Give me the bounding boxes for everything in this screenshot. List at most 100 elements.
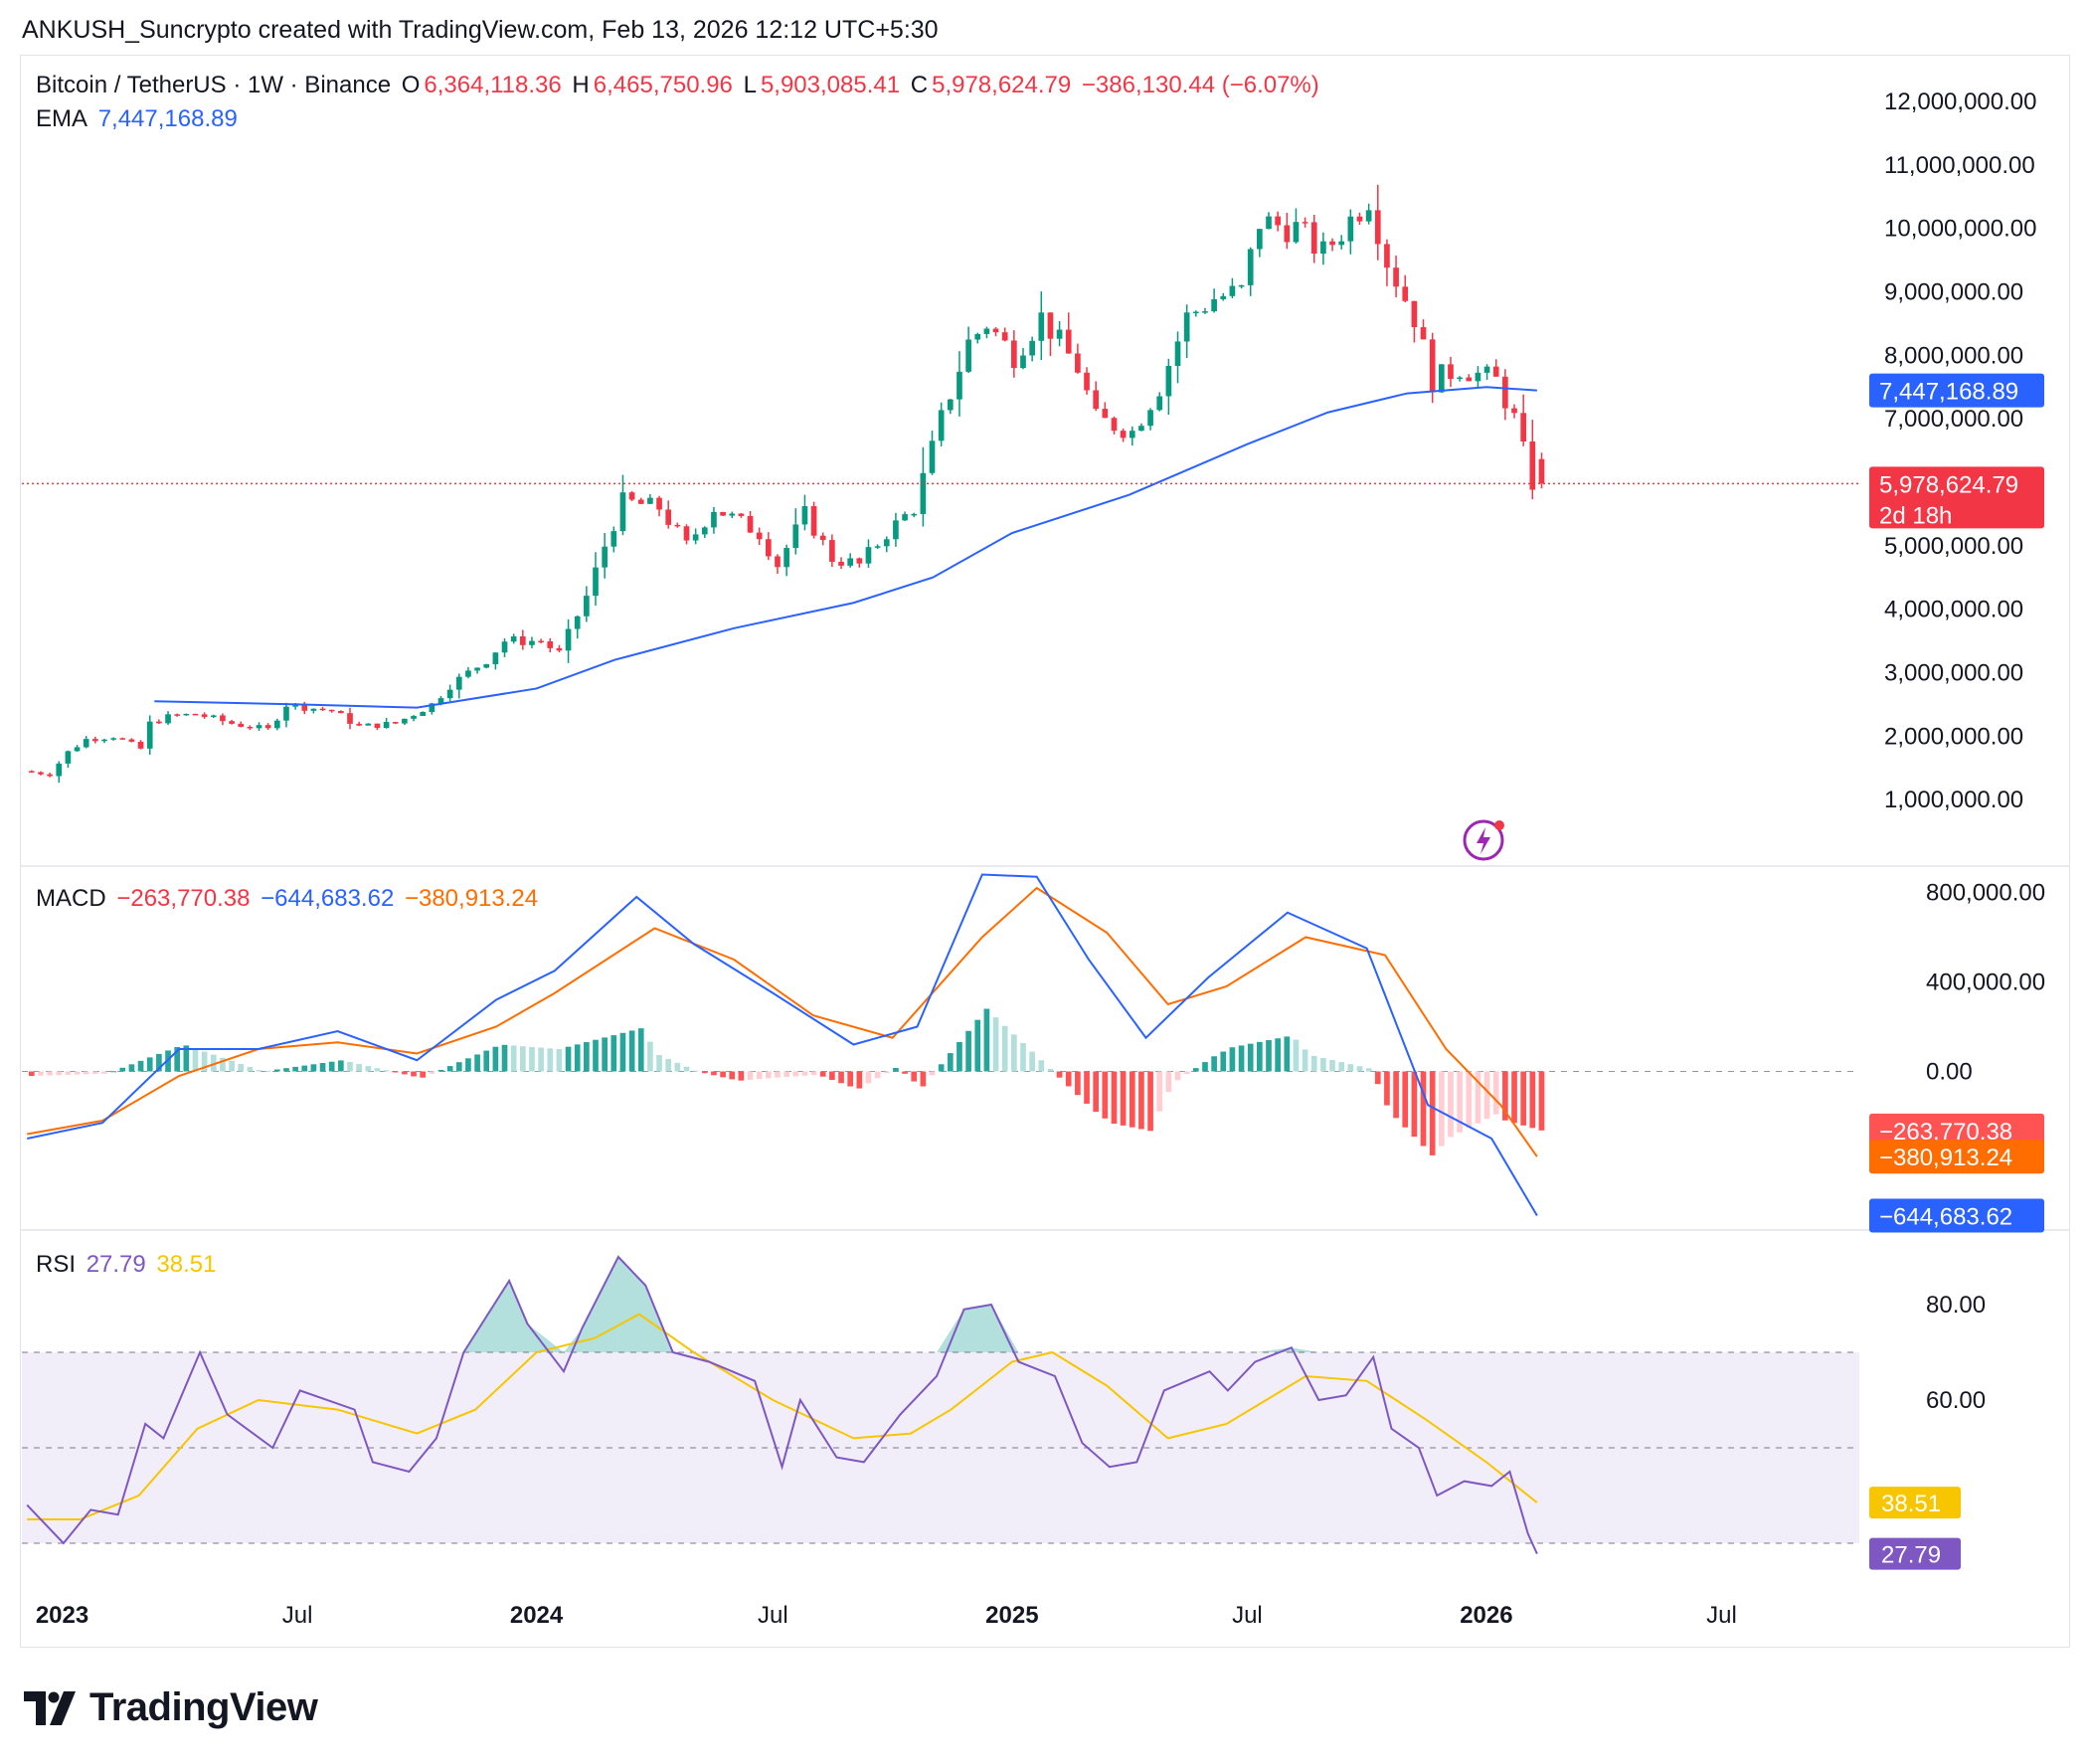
tradingview-logo[interactable]: TradingView — [24, 1685, 318, 1730]
open-value: 6,364,118.36 — [424, 72, 562, 98]
macd-hist-bar — [1293, 1039, 1300, 1072]
macd-hist-bar — [1001, 1025, 1008, 1072]
macd-hist-bar — [1020, 1043, 1026, 1072]
candle-body — [801, 506, 808, 525]
rsi-line — [26, 1255, 1538, 1555]
candle-body — [619, 492, 626, 532]
candle-body — [756, 532, 763, 540]
macd-hist-bar — [338, 1060, 344, 1072]
macd-hist-bar — [1111, 1071, 1118, 1125]
candle-body — [1520, 413, 1526, 442]
macd-hist-bar — [1102, 1071, 1109, 1119]
candle-body — [819, 535, 826, 541]
symbol-label[interactable]: Bitcoin / TetherUS · 1W · Binance — [36, 72, 392, 98]
candle-body — [1266, 216, 1272, 230]
candle-body — [429, 703, 435, 713]
candle-body — [1120, 431, 1127, 439]
macd-hist-bar — [965, 1030, 971, 1072]
candle-body — [602, 546, 608, 568]
candle-body — [610, 531, 617, 547]
candle-body — [1257, 229, 1263, 250]
macd-hist-bar — [1266, 1040, 1272, 1072]
macd-hist-bar — [584, 1042, 590, 1072]
candle-body — [1102, 409, 1109, 419]
macd-hist-bar — [1393, 1071, 1399, 1119]
macd-hist-bar — [829, 1071, 835, 1080]
rsi-legend[interactable]: RSI 27.79 38.51 — [36, 1251, 220, 1279]
candle-body — [1075, 353, 1081, 373]
candle-body — [628, 492, 635, 500]
candle-body — [455, 676, 462, 690]
candle-body — [483, 663, 490, 668]
candle-body — [56, 763, 63, 777]
candle-body — [319, 708, 326, 711]
candle-body — [1538, 458, 1545, 484]
candle-body — [547, 641, 554, 648]
macd-hist-bar — [1047, 1068, 1054, 1072]
candle-body — [692, 534, 699, 541]
candle-body — [1238, 284, 1245, 287]
macd-hist-bar — [784, 1071, 789, 1077]
macd-hist-bar — [1120, 1071, 1127, 1126]
macd-hist-bar — [201, 1051, 208, 1072]
time-axis-tick: Jul — [282, 1602, 313, 1629]
candle-body — [437, 698, 444, 704]
candle-body — [1429, 339, 1436, 393]
candle-body — [28, 771, 35, 773]
rsi-overbought-fill — [509, 1281, 528, 1352]
candle-body — [501, 641, 508, 653]
macd-hist-bar — [437, 1069, 444, 1072]
macd-hist-bar — [183, 1045, 190, 1072]
price-axis-tick: 3,000,000.00 — [1884, 659, 2023, 686]
macd-legend[interactable]: MACD −263,770.38 −644,683.62 −380,913.24 — [36, 885, 542, 913]
candle-body — [92, 739, 98, 742]
macd-hist-bar — [1438, 1071, 1445, 1147]
candle-body — [1302, 222, 1308, 224]
alert-lightning-icon[interactable] — [1463, 819, 1504, 861]
chart-attribution: ANKUSH_Suncrypto created with TradingVie… — [22, 16, 939, 44]
macd-line-badge-text: −644,683.62 — [1879, 1204, 2012, 1231]
candle-body — [574, 616, 581, 629]
macd-hist-bar — [174, 1046, 181, 1072]
macd-hist-bar — [1448, 1071, 1454, 1138]
macd-label: MACD — [36, 885, 106, 912]
macd-hist-bar — [283, 1068, 289, 1072]
candle-body — [1038, 312, 1045, 341]
price-axis-tick: 9,000,000.00 — [1884, 278, 2023, 305]
macd-axis-tick: 0.00 — [1926, 1059, 1973, 1086]
candle-body — [1011, 340, 1017, 369]
macd-hist-bar — [1483, 1071, 1490, 1120]
macd-hist-bar — [220, 1057, 226, 1072]
macd-hist-bar — [1056, 1071, 1063, 1078]
macd-hist-bar — [574, 1044, 581, 1072]
candle-body — [38, 772, 44, 775]
candle-body — [1420, 327, 1427, 340]
price-axis-tick: 4,000,000.00 — [1884, 597, 2023, 623]
candle-body — [701, 527, 708, 535]
macd-hist-bar — [957, 1041, 962, 1072]
price-axis-tick: 5,000,000.00 — [1884, 533, 2023, 560]
macd-hist-bar — [273, 1069, 280, 1072]
candle-body — [356, 723, 362, 726]
candle-body — [1365, 210, 1372, 222]
macd-hist-bar — [1084, 1071, 1090, 1104]
macd-hist-bar — [74, 1071, 81, 1075]
candle-body — [1502, 376, 1508, 409]
macd-hist-bar — [1420, 1071, 1427, 1147]
macd-hist-bar — [529, 1046, 535, 1072]
candle-body — [338, 711, 344, 714]
macd-hist-bar — [1374, 1071, 1381, 1085]
rsi-overbought-fill — [617, 1257, 646, 1352]
candle-body — [264, 725, 271, 729]
candle-body — [1147, 410, 1153, 427]
candle-body — [1202, 311, 1208, 313]
ema-legend[interactable]: EMA 7,447,168.89 — [36, 105, 242, 133]
low-value: 5,903,085.41 — [760, 72, 901, 98]
time-axis-tick: 2024 — [510, 1602, 564, 1629]
candle-body — [538, 640, 544, 643]
macd-hist-bar — [547, 1048, 554, 1072]
macd-hist-bar — [65, 1071, 72, 1075]
candle-body — [647, 497, 653, 504]
candle-body — [1411, 300, 1418, 328]
